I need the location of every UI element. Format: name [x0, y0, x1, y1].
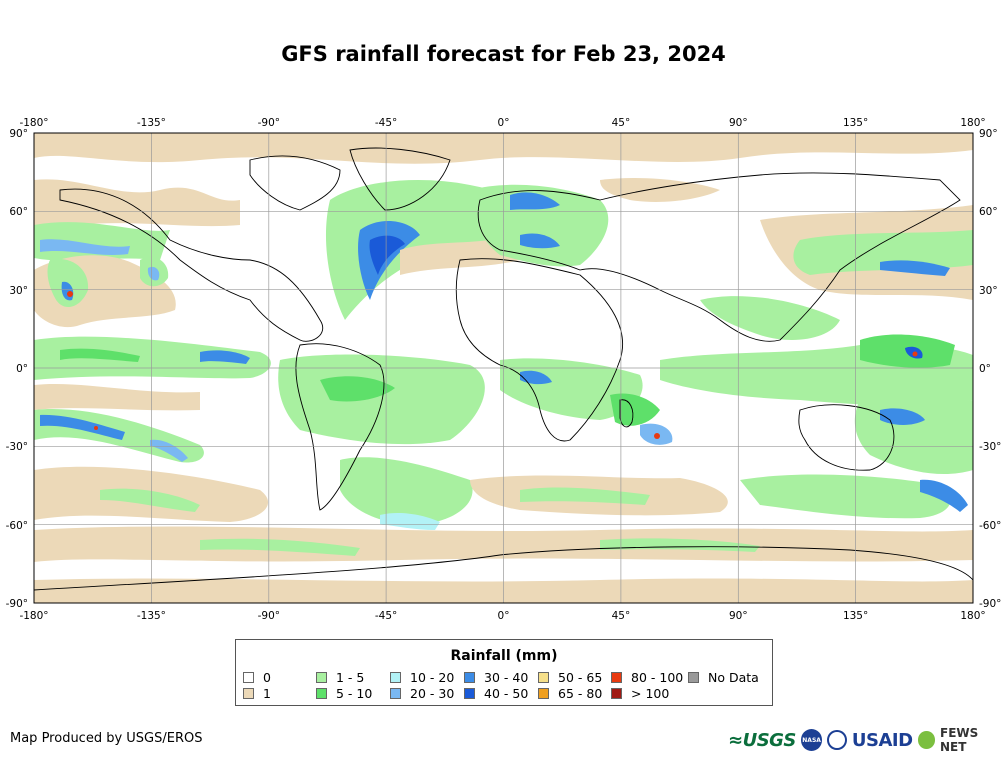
fews-net-logo: FEWS NET: [940, 726, 979, 754]
lat-tick-left: 0°: [16, 363, 28, 375]
legend-swatch: [464, 688, 475, 699]
legend-swatch: [611, 672, 622, 683]
lon-tick-top: 90°: [729, 117, 748, 129]
lon-ticks-top: -180° -135° -90° -45° 0° 45° 90° 135° 18…: [19, 117, 985, 129]
lon-tick-bottom: 135°: [843, 610, 868, 622]
lon-tick-bottom: 45°: [612, 610, 631, 622]
lon-tick-bottom: -45°: [375, 610, 397, 622]
lat-tick-right: -30°: [979, 441, 1001, 453]
legend-swatch: [464, 672, 475, 683]
lon-tick-bottom: -135°: [137, 610, 166, 622]
legend-item: 30 - 40: [464, 670, 528, 685]
lat-tick-left: -30°: [6, 441, 28, 453]
coastlines: [34, 147, 973, 591]
nasa-logo: NASA: [800, 729, 823, 751]
lon-tick-top: 0°: [498, 117, 510, 129]
legend-item: 50 - 65: [538, 670, 602, 685]
fews-net-icon: [917, 731, 936, 749]
legend-item: 40 - 50: [464, 686, 528, 701]
legend-swatch: [390, 672, 401, 683]
lon-tick-top: -180°: [19, 117, 48, 129]
lon-tick-bottom: 90°: [729, 610, 748, 622]
lon-tick-bottom: -180°: [19, 610, 48, 622]
legend-item: > 100: [611, 686, 669, 701]
lat-tick-right: 90°: [979, 128, 998, 140]
lat-tick-left: 60°: [9, 206, 28, 218]
map-title: GFS rainfall forecast for Feb 23, 2024: [281, 42, 726, 66]
legend-swatch: [316, 672, 327, 683]
lon-tick-top: -90°: [258, 117, 280, 129]
lon-tick-bottom: -90°: [258, 610, 280, 622]
legend-title: Rainfall (mm): [450, 648, 558, 664]
rainfall-map: -180° -135° -90° -45° 0° 45° 90° 135° 18…: [6, 117, 1002, 622]
legend-swatch: [390, 688, 401, 699]
legend-swatch: [316, 688, 327, 699]
graticule: [34, 133, 973, 603]
lon-tick-top: -135°: [137, 117, 166, 129]
lon-tick-top: 180°: [960, 117, 985, 129]
legend: Rainfall (mm) 0 1 1 - 5 5 - 10 10 - 20 2…: [235, 639, 773, 706]
map-frame: [33, 132, 974, 604]
legend-swatch: [243, 672, 254, 683]
lat-ticks-right: 90° 60° 30° 0° -30° -60° -90°: [979, 128, 1001, 610]
lat-tick-left: -60°: [6, 520, 28, 532]
map-credit: Map Produced by USGS/EROS: [10, 731, 203, 746]
legend-item: 5 - 10: [316, 686, 372, 701]
lon-ticks-bottom: -180° -135° -90° -45° 0° 45° 90° 135° 18…: [19, 610, 985, 622]
lon-tick-top: -45°: [375, 117, 397, 129]
lat-tick-right: 0°: [979, 363, 991, 375]
legend-item: 20 - 30: [390, 686, 454, 701]
legend-swatch: [538, 688, 549, 699]
partner-logos: ≈USGS NASA USAID FEWS NET: [728, 725, 1007, 755]
legend-swatch: [538, 672, 549, 683]
legend-item: 0: [243, 670, 271, 685]
lon-tick-bottom: 0°: [498, 610, 510, 622]
legend-item: No Data: [688, 670, 759, 685]
lat-ticks-left: 90° 60° 30° 0° -30° -60° -90°: [6, 128, 28, 610]
lat-tick-right: 60°: [979, 206, 998, 218]
lat-tick-left: 30°: [9, 285, 28, 297]
lon-tick-bottom: 180°: [960, 610, 985, 622]
lat-tick-right: 30°: [979, 285, 998, 297]
usgs-logo: ≈USGS: [728, 729, 796, 751]
usaid-logo: USAID: [851, 729, 913, 751]
legend-swatch: [688, 672, 699, 683]
lat-tick-left: 90°: [9, 128, 28, 140]
legend-item: 10 - 20: [390, 670, 454, 685]
lon-tick-top: 45°: [612, 117, 631, 129]
legend-item: 80 - 100: [611, 670, 683, 685]
lat-tick-right: -60°: [979, 520, 1001, 532]
lat-tick-right: -90°: [979, 598, 1001, 610]
legend-item: 65 - 80: [538, 686, 602, 701]
legend-swatch: [611, 688, 622, 699]
usaid-seal-icon: [827, 730, 847, 750]
legend-swatch: [243, 688, 254, 699]
lon-tick-top: 135°: [843, 117, 868, 129]
legend-item: 1 - 5: [316, 670, 364, 685]
legend-item: 1: [243, 686, 271, 701]
lat-tick-left: -90°: [6, 598, 28, 610]
